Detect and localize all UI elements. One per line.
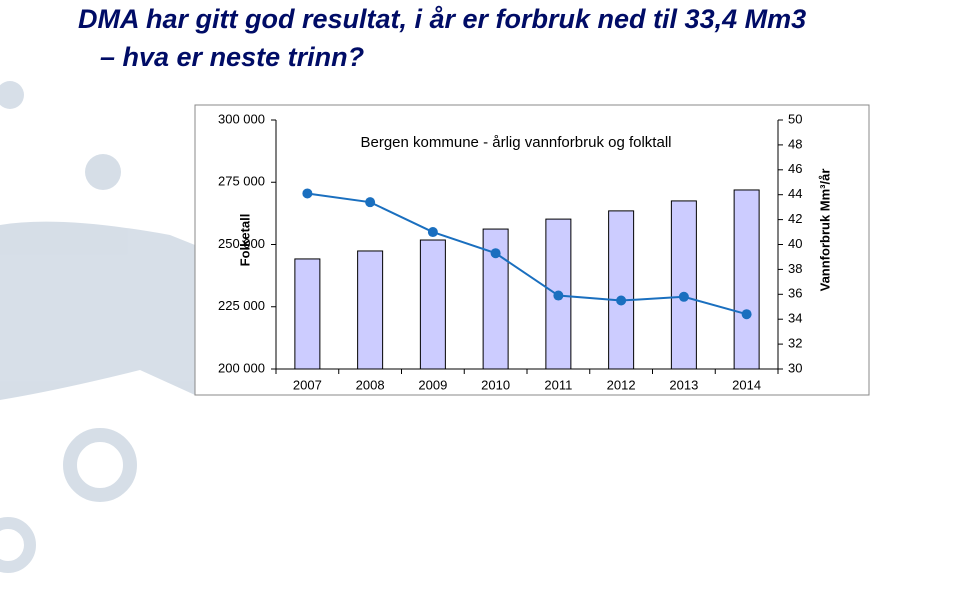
y2-tick-label: 48 — [788, 136, 802, 151]
x-tick-label: 2009 — [418, 377, 447, 392]
line-marker — [427, 227, 438, 238]
title-line: – hva er neste trinn? — [100, 42, 365, 72]
line-marker — [365, 197, 376, 208]
line-marker — [616, 295, 627, 306]
y-axis-label: Folketall — [237, 214, 252, 267]
line-marker — [490, 248, 501, 259]
y2-tick-label: 34 — [788, 311, 802, 326]
y2-tick-label: 32 — [788, 336, 802, 351]
y-tick-label: 200 000 — [218, 360, 265, 375]
y2-axis-label: Vannforbruk Mm³/år — [817, 169, 832, 292]
y2-tick-label: 42 — [788, 211, 802, 226]
y-tick-label: 275 000 — [218, 174, 265, 189]
y2-tick-label: 30 — [788, 360, 802, 375]
y2-tick-label: 50 — [788, 111, 802, 126]
chart-title: Bergen kommune - årlig vannforbruk og fo… — [361, 134, 672, 151]
y2-tick-label: 44 — [788, 186, 802, 201]
line-marker — [678, 291, 689, 302]
y2-tick-label: 36 — [788, 286, 802, 301]
decor-dot — [85, 154, 121, 190]
decor-dot — [0, 81, 24, 109]
decor-shape — [0, 221, 195, 400]
x-tick-label: 2011 — [544, 377, 572, 392]
x-tick-label: 2008 — [356, 377, 385, 392]
y2-tick-label: 40 — [788, 236, 802, 251]
line — [307, 192, 747, 316]
y-tick-label: 250 000 — [218, 236, 265, 251]
bar — [670, 200, 697, 370]
line-marker — [741, 309, 752, 320]
x-tick-label: 2012 — [607, 377, 636, 392]
y-tick-label: 225 000 — [218, 298, 265, 313]
bar — [419, 239, 446, 370]
y-tick-label: 300 000 — [218, 111, 265, 126]
decor-ring — [63, 428, 137, 502]
title-line: DMA har gitt god resultat, i år er forbr… — [78, 4, 807, 34]
line-marker — [302, 188, 313, 199]
line-marker — [553, 290, 564, 301]
bar — [294, 258, 321, 370]
x-tick-label: 2010 — [481, 377, 510, 392]
bar — [357, 250, 384, 370]
decor-ring — [0, 517, 36, 573]
y2-tick-label: 46 — [788, 161, 802, 176]
bar — [733, 189, 760, 370]
x-tick-label: 2007 — [293, 377, 322, 392]
slide-title: DMA har gitt god resultat, i år er forbr… — [78, 0, 806, 76]
x-tick-label: 2013 — [669, 377, 698, 392]
y2-tick-label: 38 — [788, 261, 802, 276]
bar — [608, 210, 635, 370]
x-tick-label: 2014 — [732, 377, 761, 392]
